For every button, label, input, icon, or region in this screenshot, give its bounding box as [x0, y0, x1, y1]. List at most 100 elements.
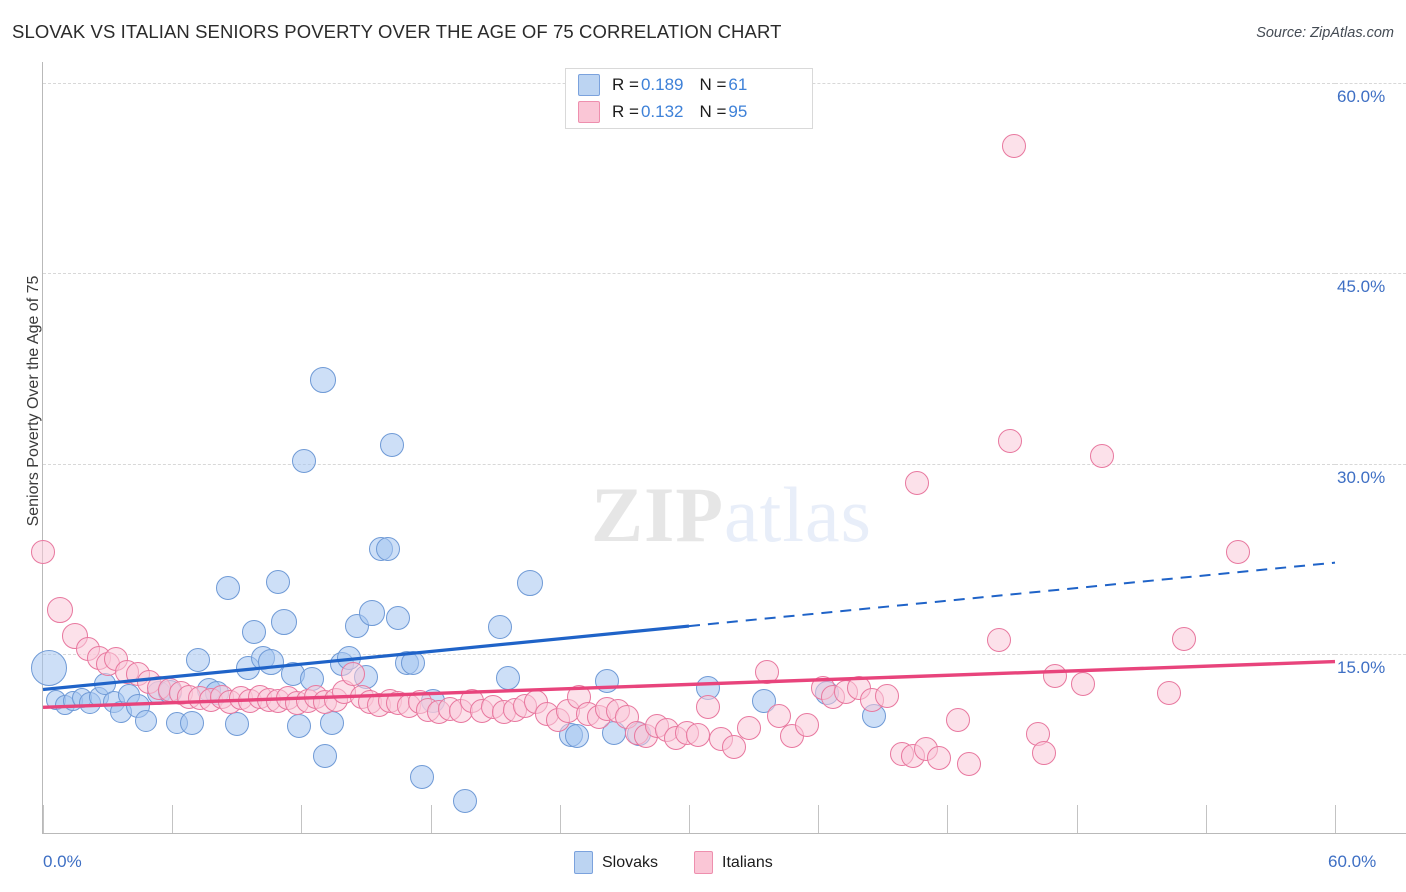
- legend-r-label-italians: R =: [612, 102, 639, 121]
- data-point-slovaks[interactable]: [516, 569, 543, 596]
- x-tick-7: [947, 805, 949, 833]
- data-point-italians[interactable]: [1226, 540, 1251, 565]
- data-point-italians[interactable]: [737, 715, 762, 740]
- data-point-slovaks[interactable]: [242, 620, 267, 645]
- data-point-italians[interactable]: [875, 683, 900, 708]
- x-axis-min-label: 0.0%: [43, 852, 82, 871]
- series-legend-item-slovaks[interactable]: Slovaks: [574, 851, 658, 874]
- data-point-slovaks[interactable]: [31, 649, 68, 686]
- legend-swatch-slovaks: [578, 74, 600, 96]
- data-point-slovaks[interactable]: [401, 650, 426, 675]
- gridline-45: [43, 273, 1335, 275]
- data-point-italians[interactable]: [926, 746, 951, 771]
- data-point-italians[interactable]: [1071, 672, 1096, 697]
- data-point-slovaks[interactable]: [224, 711, 249, 736]
- data-point-slovaks[interactable]: [271, 609, 298, 636]
- plot-area: ZIPatlas: [31, 62, 1335, 834]
- gridline-ext-15: [1335, 654, 1406, 655]
- legend-swatch-italians: [578, 101, 600, 123]
- gridline-ext-30: [1335, 463, 1406, 465]
- data-point-italians[interactable]: [47, 596, 74, 623]
- x-tick-6: [818, 805, 820, 833]
- data-point-italians[interactable]: [795, 713, 820, 738]
- x-tick-3: [430, 805, 432, 833]
- legend-n-label-slovaks: N =: [699, 75, 727, 94]
- correlation-legend: R = 0.189 N = 61 R = 0.132 N = 95: [565, 68, 813, 129]
- series-label-italians: Italians: [722, 853, 773, 871]
- watermark-zip: ZIP: [591, 471, 725, 558]
- y-axis-label-60: 60.0%: [1337, 87, 1386, 106]
- legend-r-value-italians: 0.132: [640, 102, 684, 121]
- x-tick-4: [559, 805, 561, 833]
- data-point-slovaks[interactable]: [186, 648, 211, 673]
- legend-r-label-slovaks: R =: [612, 75, 639, 94]
- legend-n-label-italians: N =: [699, 102, 727, 121]
- data-point-italians[interactable]: [685, 723, 710, 748]
- data-point-italians[interactable]: [905, 470, 930, 495]
- x-tick-0: [43, 805, 44, 833]
- series-label-slovaks: Slovaks: [602, 853, 659, 871]
- data-point-italians[interactable]: [997, 428, 1022, 453]
- gridline-30: [43, 463, 1335, 465]
- data-point-italians[interactable]: [946, 707, 971, 732]
- series-legend: Slovaks Italians: [574, 851, 809, 874]
- data-point-slovaks[interactable]: [379, 432, 404, 457]
- x-tick-5: [689, 805, 690, 833]
- data-point-slovaks[interactable]: [135, 710, 158, 733]
- data-point-italians[interactable]: [754, 659, 779, 684]
- data-point-slovaks[interactable]: [409, 765, 434, 790]
- data-point-italians[interactable]: [696, 695, 721, 720]
- data-point-slovaks[interactable]: [179, 710, 204, 735]
- data-point-italians[interactable]: [1043, 663, 1068, 688]
- y-axis-label-30: 30.0%: [1337, 467, 1386, 487]
- data-point-slovaks[interactable]: [565, 724, 590, 749]
- legend-row-slovaks: R = 0.189 N = 61: [578, 72, 749, 98]
- data-point-slovaks[interactable]: [309, 366, 336, 393]
- data-point-italians[interactable]: [722, 734, 747, 759]
- data-point-slovaks[interactable]: [319, 710, 344, 735]
- data-point-slovaks[interactable]: [487, 615, 512, 640]
- data-point-italians[interactable]: [987, 628, 1012, 653]
- data-point-italians[interactable]: [31, 540, 55, 565]
- x-tick-1: [172, 805, 174, 833]
- series-legend-item-italians[interactable]: Italians: [694, 851, 773, 874]
- data-point-slovaks[interactable]: [375, 536, 400, 561]
- data-point-italians[interactable]: [1002, 134, 1027, 159]
- y-axis-label-45: 45.0%: [1337, 277, 1386, 297]
- y-axis-label-15: 15.0%: [1337, 658, 1386, 677]
- legend-r-value-slovaks: 0.189: [640, 75, 684, 94]
- y-axis-line: [42, 62, 43, 834]
- zipatlas-watermark: ZIPatlas: [591, 470, 872, 560]
- data-point-slovaks[interactable]: [287, 714, 312, 739]
- page-title: SLOVAK VS ITALIAN SENIORS POVERTY OVER T…: [12, 21, 782, 42]
- x-tick-9: [1205, 805, 1207, 833]
- data-point-slovaks[interactable]: [291, 449, 316, 474]
- legend-n-value-slovaks: 61: [728, 75, 748, 94]
- data-point-italians[interactable]: [1172, 626, 1197, 651]
- gridline-15: [43, 654, 1335, 655]
- data-point-italians[interactable]: [1090, 444, 1115, 469]
- data-point-slovaks[interactable]: [386, 606, 411, 631]
- data-point-slovaks[interactable]: [313, 743, 338, 768]
- data-point-slovaks[interactable]: [216, 576, 241, 601]
- data-point-italians[interactable]: [1157, 681, 1182, 706]
- watermark-atlas: atlas: [724, 471, 872, 558]
- x-axis-max-label: 60.0%: [1328, 852, 1377, 871]
- legend-n-value-italians: 95: [728, 102, 748, 121]
- data-point-slovaks[interactable]: [359, 600, 386, 627]
- gridline-ext-45: [1335, 273, 1406, 275]
- series-swatch-slovaks: [574, 851, 593, 874]
- data-point-slovaks[interactable]: [265, 569, 290, 594]
- series-swatch-italians: [694, 851, 714, 874]
- data-point-italians[interactable]: [1032, 740, 1057, 765]
- data-point-slovaks[interactable]: [595, 668, 620, 693]
- data-point-italians[interactable]: [956, 752, 981, 777]
- x-tick-2: [301, 805, 303, 833]
- legend-row-italians: R = 0.132 N = 95: [578, 99, 749, 125]
- x-tick-8: [1076, 805, 1078, 833]
- x-axis-line: [42, 833, 1406, 834]
- gridline-ext-60: [1335, 83, 1406, 84]
- data-point-slovaks[interactable]: [453, 789, 478, 814]
- data-point-slovaks[interactable]: [496, 666, 521, 691]
